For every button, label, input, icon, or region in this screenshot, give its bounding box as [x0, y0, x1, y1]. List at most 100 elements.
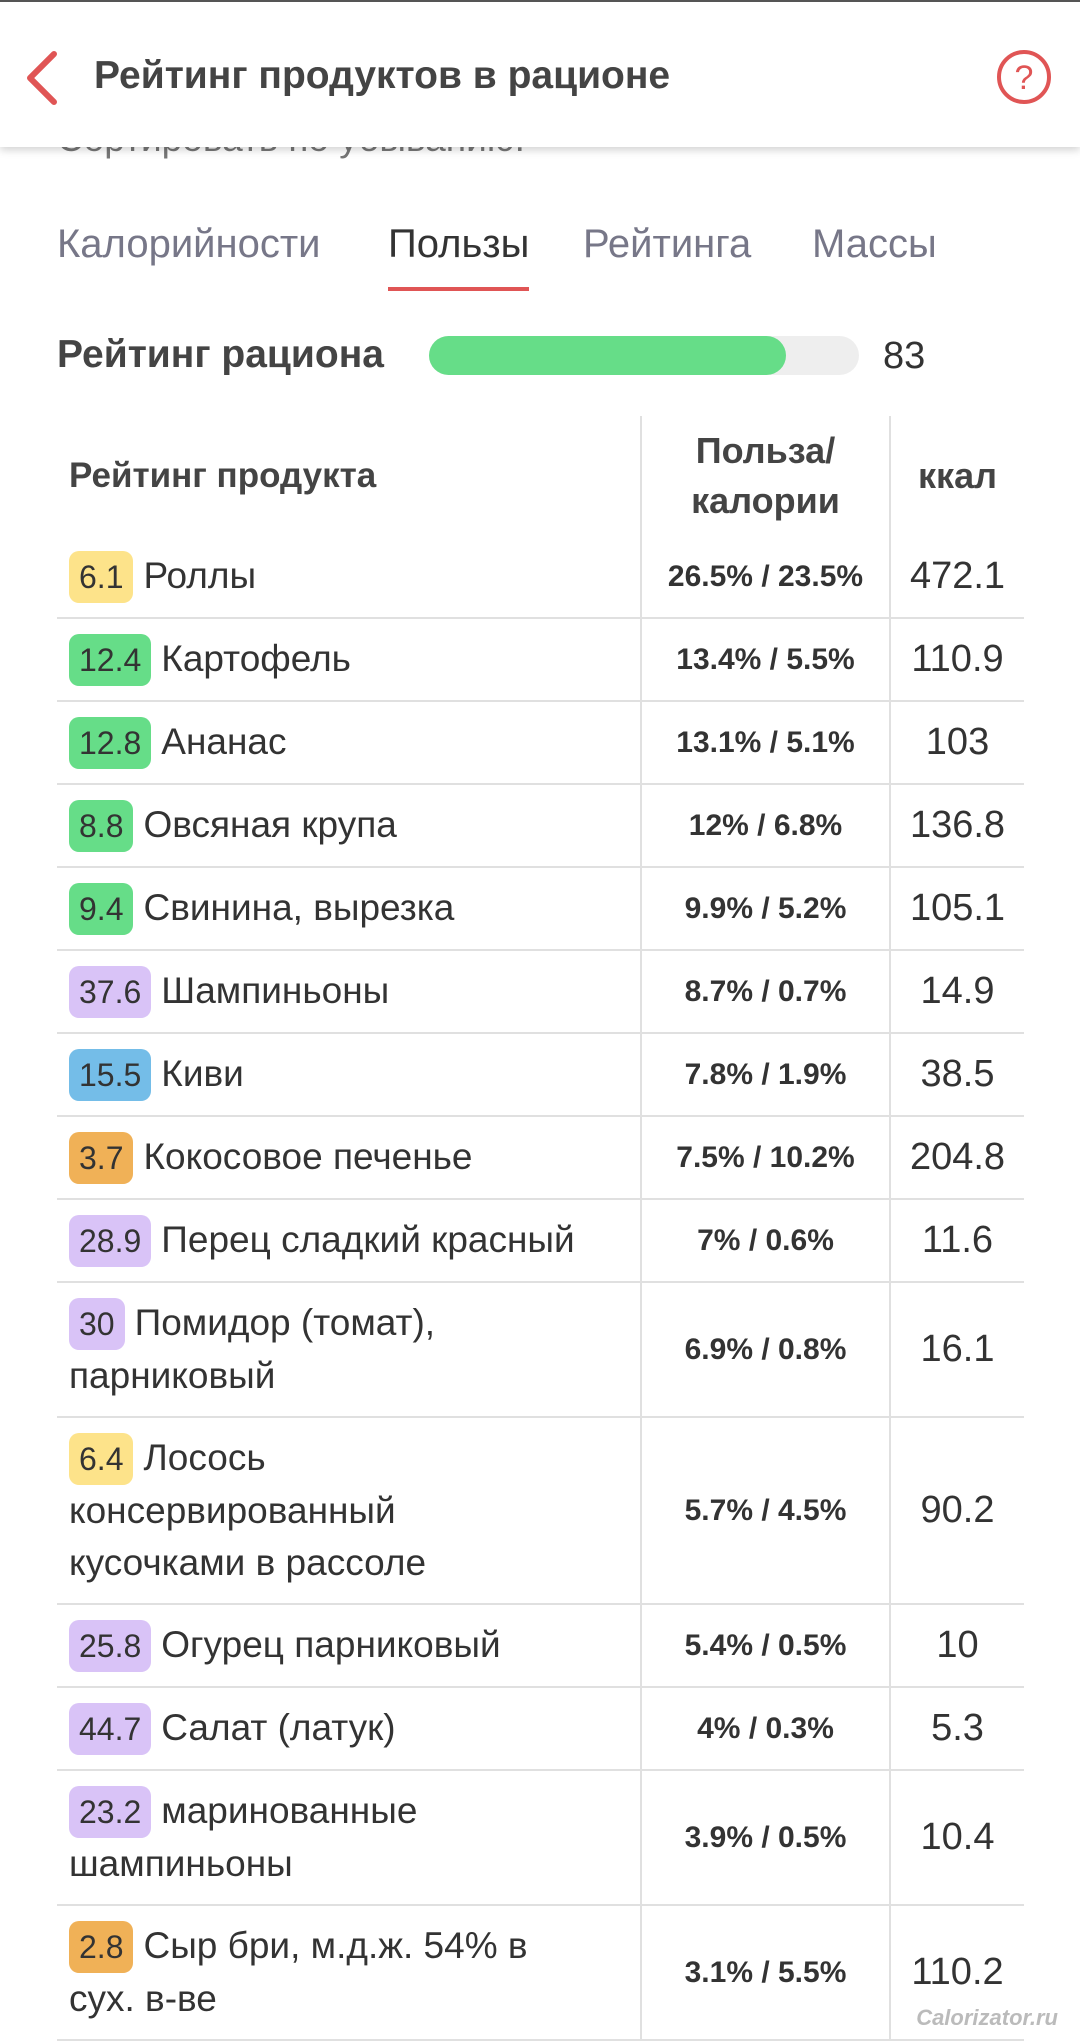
kcal: 38.5 — [889, 1033, 1024, 1116]
kcal: 110.9 — [889, 618, 1024, 701]
benefit-calories: 6.9% / 0.8% — [640, 1282, 890, 1417]
column-header: ккал — [889, 416, 1024, 536]
kcal: 16.1 — [889, 1282, 1024, 1417]
table-row[interactable]: 15.5 Киви 7.8% / 1.9% 38.5 — [57, 1033, 1024, 1116]
tab[interactable]: Рейтинга — [583, 222, 752, 266]
product-name: Картофель — [161, 638, 351, 679]
score-badge: 15.5 — [69, 1049, 152, 1101]
score-badge: 6.4 — [69, 1433, 134, 1485]
benefit-calories: 4% / 0.3% — [640, 1687, 890, 1770]
product-cell: 2.8 Сыр бри, м.д.ж. 54% в сух. в-ве — [57, 1905, 641, 2040]
table-header: Рейтинг продукта Польза/ калории ккал — [57, 416, 1024, 536]
kcal: 90.2 — [889, 1417, 1024, 1604]
product-name: Роллы — [143, 555, 257, 596]
product-name: Лосось консервированный кусочками в расс… — [69, 1437, 427, 1583]
kcal: 105.1 — [889, 867, 1024, 950]
table-row[interactable]: 37.6 Шампиньоны 8.7% / 0.7% 14.9 — [57, 950, 1024, 1033]
product-name: Сыр бри, м.д.ж. 54% в сух. в-ве — [69, 1925, 528, 2019]
column-header: Польза/ калории — [640, 416, 890, 536]
product-name: Помидор (томат), парниковый — [69, 1302, 436, 1396]
header-title: Рейтинг продуктов в рационе — [94, 54, 671, 97]
table-row[interactable]: 28.9 Перец сладкий красный 7% / 0.6% 11.6 — [57, 1199, 1024, 1282]
score-badge: 23.2 — [69, 1786, 152, 1838]
product-cell: 28.9 Перец сладкий красный — [57, 1199, 641, 1282]
score-badge: 2.8 — [69, 1921, 134, 1973]
score-badge: 28.9 — [69, 1215, 152, 1267]
product-name: Кокосовое печенье — [143, 1136, 473, 1177]
score-badge: 8.8 — [69, 800, 134, 852]
product-name: Овсяная крупа — [143, 804, 397, 845]
product-name: Киви — [161, 1053, 244, 1094]
product-cell: 44.7 Салат (латук) — [57, 1687, 641, 1770]
benefit-calories: 7.5% / 10.2% — [640, 1116, 890, 1199]
tab[interactable]: Массы — [812, 222, 937, 266]
kcal: 10 — [889, 1604, 1024, 1687]
rating-value: 83 — [883, 335, 926, 377]
table-row[interactable]: 6.4 Лосось консервированный кусочками в р… — [57, 1417, 1024, 1604]
benefit-calories: 3.9% / 0.5% — [640, 1770, 890, 1905]
table-row[interactable]: 3.7 Кокосовое печенье 7.5% / 10.2% 204.8 — [57, 1116, 1024, 1199]
benefit-calories: 13.1% / 5.1% — [640, 701, 890, 784]
product-cell: 3.7 Кокосовое печенье — [57, 1116, 641, 1199]
benefit-calories: 9.9% / 5.2% — [640, 867, 890, 950]
score-badge: 12.4 — [69, 634, 152, 686]
benefit-calories: 5.4% / 0.5% — [640, 1604, 890, 1687]
help-button[interactable]: ? — [996, 49, 1052, 105]
product-name: Свинина, вырезка — [143, 887, 455, 928]
product-name: Шампиньоны — [161, 970, 390, 1011]
table-row[interactable]: 9.4 Свинина, вырезка 9.9% / 5.2% 105.1 — [57, 867, 1024, 950]
table-row[interactable]: 12.8 Ананас 13.1% / 5.1% 103 — [57, 701, 1024, 784]
table-row[interactable]: 30 Помидор (томат), парниковый 6.9% / 0.8%… — [57, 1282, 1024, 1417]
product-cell: 6.1 Роллы — [57, 536, 641, 618]
product-name: Ананас — [161, 721, 287, 762]
back-button[interactable] — [22, 50, 62, 106]
benefit-calories: 3.1% / 5.5% — [640, 1905, 890, 2040]
rating-label: Рейтинг рациона — [57, 333, 384, 376]
tab[interactable]: Калорийности — [57, 222, 321, 266]
table-row[interactable]: 25.8 Огурец парниковый 5.4% / 0.5% 10 — [57, 1604, 1024, 1687]
score-badge: 44.7 — [69, 1703, 152, 1755]
watermark: Calorizator.ru — [916, 2005, 1058, 2030]
table-row[interactable]: 8.8 Овсяная крупа 12% / 6.8% 136.8 — [57, 784, 1024, 867]
app-bar: Рейтинг продуктов в рационе ? — [0, 0, 1080, 147]
product-cell: 23.2 маринованные шампиньоны — [57, 1770, 641, 1905]
score-badge: 37.6 — [69, 966, 152, 1018]
table-row[interactable]: 2.8 Сыр бри, м.д.ж. 54% в сух. в-ве 3.1% /… — [57, 1905, 1024, 2040]
benefit-calories: 8.7% / 0.7% — [640, 950, 890, 1033]
tab[interactable]: Пользы — [388, 222, 530, 291]
product-cell: 9.4 Свинина, вырезка — [57, 867, 641, 950]
product-cell: 12.4 Картофель — [57, 618, 641, 701]
product-cell: 15.5 Киви — [57, 1033, 641, 1116]
score-badge: 12.8 — [69, 717, 152, 769]
score-badge: 3.7 — [69, 1132, 134, 1184]
benefit-calories: 7.8% / 1.9% — [640, 1033, 890, 1116]
product-cell: 8.8 Овсяная крупа — [57, 784, 641, 867]
score-badge: 9.4 — [69, 883, 134, 935]
kcal: 103 — [889, 701, 1024, 784]
product-cell: 37.6 Шампиньоны — [57, 950, 641, 1033]
score-badge: 6.1 — [69, 551, 134, 603]
kcal: 136.8 — [889, 784, 1024, 867]
benefit-calories: 12% / 6.8% — [640, 784, 890, 867]
svg-text:?: ? — [1015, 59, 1034, 97]
rating-bar — [429, 336, 786, 375]
kcal: 5.3 — [889, 1687, 1024, 1770]
table-row[interactable]: 12.4 Картофель 13.4% / 5.5% 110.9 — [57, 618, 1024, 701]
kcal: 110.2 — [889, 1905, 1024, 2040]
product-cell: 30 Помидор (томат), парниковый — [57, 1282, 641, 1417]
table-row[interactable]: 6.1 Роллы 26.5% / 23.5% 472.1 — [57, 536, 1024, 618]
product-name: Перец сладкий красный — [161, 1219, 575, 1260]
score-badge: 25.8 — [69, 1620, 152, 1672]
products-table: Рейтинг продукта Польза/ калории ккал 6.… — [57, 416, 1024, 2041]
benefit-calories: 5.7% / 4.5% — [640, 1417, 890, 1604]
product-cell: 25.8 Огурец парниковый — [57, 1604, 641, 1687]
benefit-calories: 7% / 0.6% — [640, 1199, 890, 1282]
kcal: 10.4 — [889, 1770, 1024, 1905]
table-row[interactable]: 44.7 Салат (латук) 4% / 0.3% 5.3 — [57, 1687, 1024, 1770]
kcal: 11.6 — [889, 1199, 1024, 1282]
table-row[interactable]: 23.2 маринованные шампиньоны 3.9% / 0.5% 10… — [57, 1770, 1024, 1905]
benefit-calories: 13.4% / 5.5% — [640, 618, 890, 701]
column-header: Рейтинг продукта — [69, 456, 377, 495]
